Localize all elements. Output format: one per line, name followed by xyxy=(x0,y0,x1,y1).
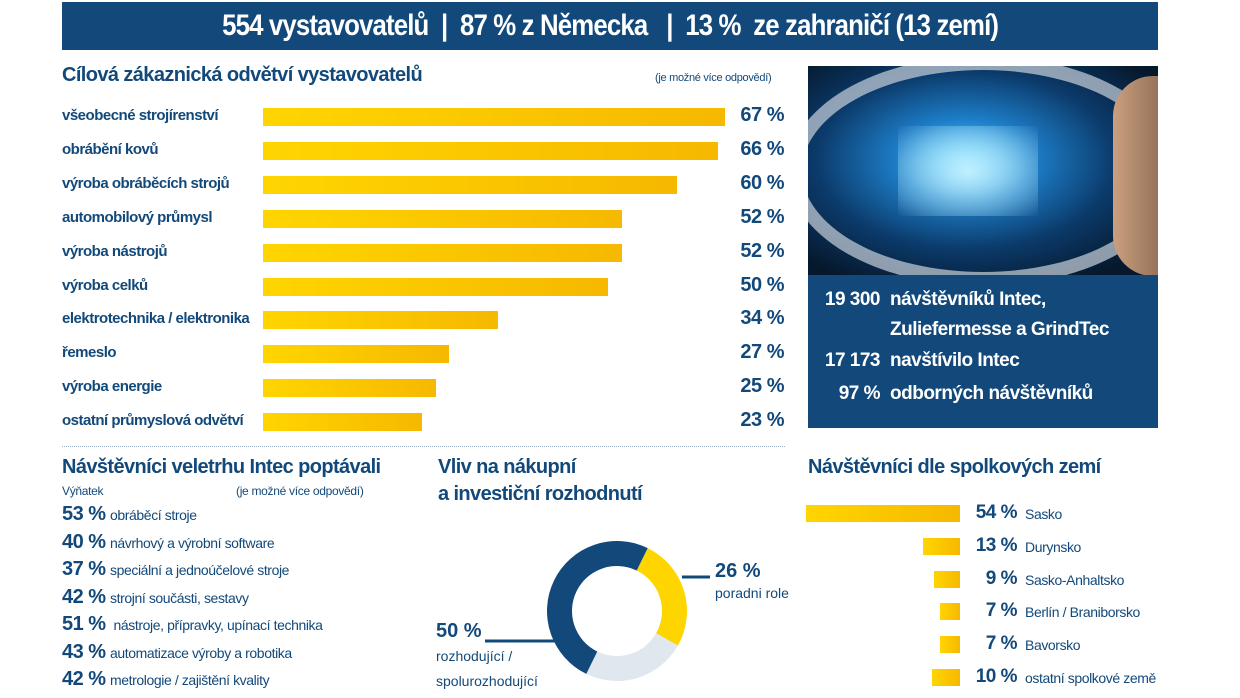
stat-number: 17 173 xyxy=(824,350,881,371)
donut-slice xyxy=(546,541,648,674)
demand-label: návrhový a výrobní software xyxy=(110,534,275,551)
sector-bar xyxy=(263,277,608,296)
sector-value: 27 % xyxy=(740,341,784,364)
demand-item: 37 % speciální a jednoúčelové stroje xyxy=(62,558,289,581)
sector-bar xyxy=(263,243,622,262)
state-pct: 7 % xyxy=(985,633,1018,655)
sector-bar xyxy=(263,108,726,126)
demand-item: 51 % nástroje, přípravky, upínací techni… xyxy=(62,613,323,636)
states-title: Návštěvníci dle spolkových zemí xyxy=(808,456,1101,478)
demand-pct: 53 % xyxy=(62,503,106,525)
sector-value: 52 % xyxy=(740,239,784,262)
machine-photo xyxy=(808,66,1158,275)
demand-item: 42 % strojní součásti, sestavy xyxy=(62,586,249,609)
state-bar xyxy=(806,505,960,522)
state-label: Sasko xyxy=(1025,506,1062,522)
state-label: Berlín / Braniborsko xyxy=(1025,604,1140,621)
demand-pct: 40 % xyxy=(62,530,106,553)
sector-label: výroba celků xyxy=(62,276,148,294)
demand-label: obráběcí stroje xyxy=(110,507,197,523)
state-label: Bavorsko xyxy=(1025,637,1081,654)
state-label: ostatní spolkové země xyxy=(1025,670,1156,686)
influence-title-1: Vliv na nákupní xyxy=(438,456,576,478)
sector-bar xyxy=(263,209,622,228)
state-bar xyxy=(940,603,960,621)
state-pct: 9 % xyxy=(985,567,1018,589)
sector-value: 52 % xyxy=(740,205,784,228)
divider xyxy=(62,446,785,447)
state-bar xyxy=(940,636,960,654)
sector-label: ostatní průmyslová odvětví xyxy=(62,412,244,430)
donut-label-advisory-pct: 26 % xyxy=(715,560,761,582)
sector-label: obrábění kovů xyxy=(62,140,159,158)
sector-value: 60 % xyxy=(740,171,784,194)
state-pct: 54 % xyxy=(975,502,1018,523)
sector-label: elektrotechnika / elektronika xyxy=(62,310,250,328)
state-pct: 7 % xyxy=(985,600,1018,622)
sector-bar xyxy=(263,345,450,364)
sector-bar xyxy=(263,175,677,194)
demand-subtitle: Výňatek xyxy=(62,484,104,498)
demand-pct: 42 % xyxy=(62,668,106,690)
state-label: Sasko-Anhaltsko xyxy=(1025,571,1125,588)
state-bar xyxy=(934,570,960,588)
state-bar xyxy=(922,537,960,555)
state-pct: 13 % xyxy=(975,534,1018,556)
demand-pct: 42 % xyxy=(62,585,106,608)
stat-number: 19 300 xyxy=(824,289,881,310)
sector-label: výroba obráběcích strojů xyxy=(62,174,230,192)
sectors-title: Cílová zákaznická odvětví vystavovatelů xyxy=(62,64,423,86)
demand-label: nástroje, přípravky, upínací technika xyxy=(110,617,323,633)
state-pct: 10 % xyxy=(975,666,1018,687)
demand-pct: 43 % xyxy=(62,640,106,663)
state-bar xyxy=(931,669,960,686)
demand-item: 42 % metrologie / zajištění kvality xyxy=(62,668,270,691)
donut-slice xyxy=(586,633,678,682)
demand-item: 43 % automatizace výroby a robotika xyxy=(62,641,292,664)
header-banner: 554 vystavovatelů | 87 % z Německa | 13 … xyxy=(62,2,1158,50)
demand-note: (je možné více odpovědí) xyxy=(236,484,364,498)
stat-number: 97 % xyxy=(838,383,881,404)
sector-value: 50 % xyxy=(740,273,784,296)
sector-value: 23 % xyxy=(740,409,784,432)
sector-label: řemeslo xyxy=(62,344,117,362)
header-text: 554 vystavovatelů | 87 % z Německa | 13 … xyxy=(222,9,999,42)
sector-bar xyxy=(263,141,719,160)
visitor-stats-box: 19 300 návštěvníků Intec, Zuliefermesse a … xyxy=(808,275,1158,428)
sector-value: 67 % xyxy=(740,104,784,126)
sector-bar xyxy=(263,413,422,432)
stat-text: odborných návštěvníků xyxy=(890,383,1093,404)
stat-text: navštívilo Intec xyxy=(890,350,1020,371)
sector-label: všeobecné strojírenství xyxy=(62,107,219,124)
demand-item: 40 % návrhový a výrobní software xyxy=(62,530,275,554)
sector-value: 25 % xyxy=(740,375,784,398)
demand-item: 53 % obráběcí stroje xyxy=(62,503,197,526)
stat-text: Zuliefermesse a GrindTec xyxy=(890,319,1109,340)
sector-value: 66 % xyxy=(740,137,784,160)
donut-label-decision: rozhodující / xyxy=(436,648,513,664)
sector-label: automobilový průmysl xyxy=(62,208,213,226)
demand-pct: 51 % xyxy=(62,613,106,635)
demand-label: strojní součásti, sestavy xyxy=(110,589,249,606)
demand-label: speciální a jednoúčelové stroje xyxy=(110,562,290,578)
sector-value: 34 % xyxy=(740,307,784,330)
sector-bar xyxy=(263,379,436,398)
influence-title-2: a investiční rozhodnutí xyxy=(438,483,643,505)
sector-label: výroba nástrojů xyxy=(62,242,168,260)
sector-bar xyxy=(263,311,498,330)
donut-label-advisory: poradni role xyxy=(715,585,789,601)
demand-label: automatizace výroby a robotika xyxy=(110,644,292,661)
demand-title: Návštěvníci veletrhu Intec poptávali xyxy=(62,456,381,478)
demand-pct: 37 % xyxy=(62,558,106,580)
state-label: Durynsko xyxy=(1025,538,1081,555)
donut-label-decision-pct: 50 % xyxy=(436,620,482,642)
sectors-note: (je možné více odpovědí) xyxy=(655,72,772,84)
stat-text: návštěvníků Intec, xyxy=(890,289,1046,310)
sector-label: výroba energie xyxy=(62,378,162,396)
demand-label: metrologie / zajištění kvality xyxy=(110,672,270,688)
donut-slice xyxy=(636,548,687,646)
donut-label-decision-2: spolurozhodující xyxy=(436,673,538,689)
